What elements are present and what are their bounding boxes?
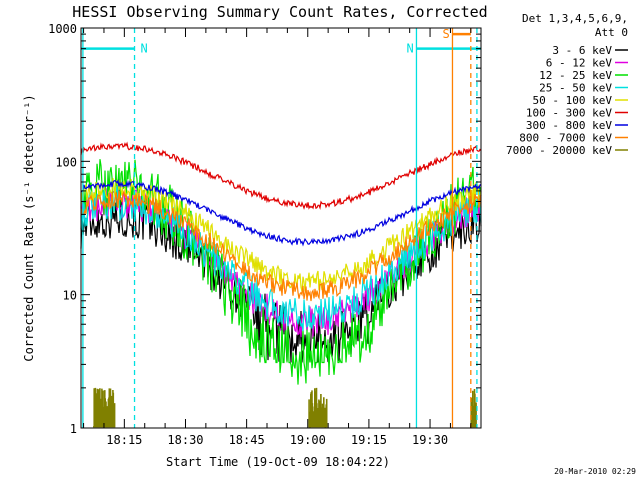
burst-2 bbox=[470, 389, 477, 428]
plot-frame bbox=[80, 27, 482, 429]
legend-label-3: 25 - 50 keV bbox=[539, 82, 612, 95]
x-tick-label-3: 19:00 bbox=[290, 433, 326, 447]
x-tick-label-2: 18:45 bbox=[229, 433, 265, 447]
x-tick-label-0: 18:15 bbox=[106, 433, 142, 447]
y-tick-label-2: 100 bbox=[55, 155, 77, 169]
y-tick-label-0: 1 bbox=[70, 422, 77, 436]
x-tick-label-4: 19:15 bbox=[351, 433, 387, 447]
annotation-label-2: S bbox=[442, 27, 449, 41]
y-axis-title: Corrected Count Rate (s⁻¹ detector⁻¹) bbox=[22, 94, 36, 361]
annotation-layer: N N S bbox=[81, 27, 481, 428]
legend-label-2: 12 - 25 keV bbox=[539, 69, 612, 82]
annotation-label-1: N bbox=[406, 42, 413, 56]
x-axis-title: Start Time (19-Oct-09 18:04:22) bbox=[166, 455, 390, 469]
legend-label-0: 3 - 6 keV bbox=[552, 44, 612, 57]
legend-label-5: 100 - 300 keV bbox=[526, 107, 612, 120]
legend-label-4: 50 - 100 keV bbox=[533, 94, 613, 107]
x-tick-label-1: 18:30 bbox=[167, 433, 203, 447]
legend-header-line-1: Det 1,3,4,5,6,9, bbox=[522, 12, 628, 25]
legend-label-7: 800 - 7000 keV bbox=[519, 132, 612, 145]
annotation-label-0: N bbox=[141, 42, 148, 56]
legend-label-6: 300 - 800 keV bbox=[526, 119, 612, 132]
series-line-7 bbox=[80, 189, 482, 302]
legend-label-8: 7000 - 20000 keV bbox=[506, 144, 612, 157]
burst-0 bbox=[93, 387, 116, 428]
legend-header-line-2: Att 0 bbox=[595, 26, 628, 39]
axis-layer: 1 10 100 1000 18:15 18:30 18:45 19:00 19:15 19:30 bbox=[48, 22, 481, 447]
chart-title: HESSI Observing Summary Count Rates, Cor… bbox=[72, 3, 487, 21]
series-line-6 bbox=[80, 179, 482, 247]
series-line-4 bbox=[80, 178, 482, 292]
burst-1 bbox=[308, 387, 328, 428]
y-tick-label-1: 10 bbox=[63, 289, 77, 303]
y-tick-label-3: 1000 bbox=[48, 22, 77, 36]
series-line-5 bbox=[80, 141, 482, 211]
timestamp: 20-Mar-2010 02:29 bbox=[554, 467, 636, 476]
series-layer bbox=[80, 141, 482, 428]
legend-label-1: 6 - 12 keV bbox=[546, 57, 613, 70]
x-tick-label-5: 19:30 bbox=[412, 433, 448, 447]
series-line-2 bbox=[80, 159, 482, 385]
